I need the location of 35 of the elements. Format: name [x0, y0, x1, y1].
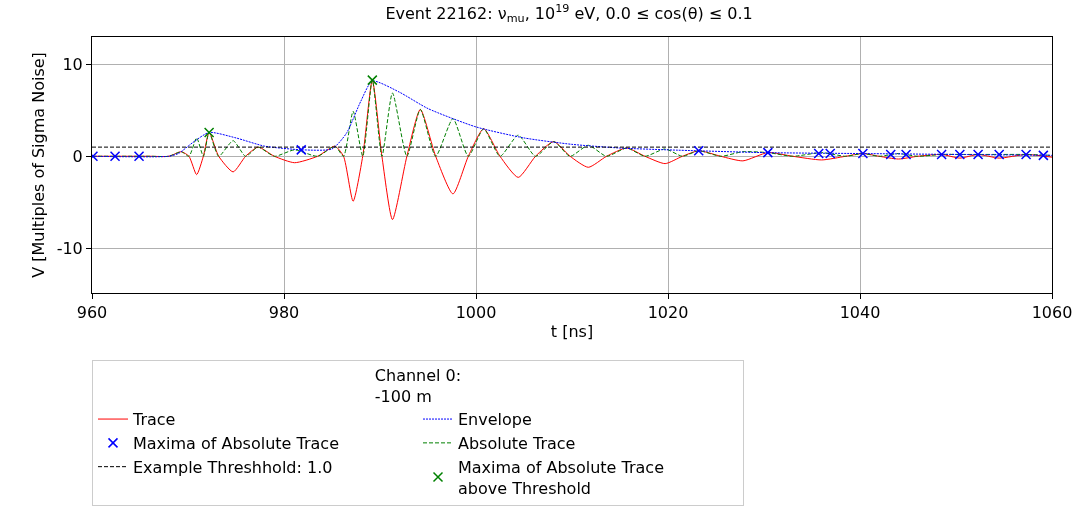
point	[133, 151, 145, 162]
x-axis-title: t [ns]	[550, 321, 594, 341]
legend-title: Channel 0: -100 m	[374, 366, 462, 407]
point	[993, 149, 1005, 160]
point	[203, 127, 215, 138]
y-axis-title: V [Multiples of Sigma Noise]	[28, 52, 48, 278]
point	[972, 149, 984, 160]
point	[936, 149, 947, 160]
point	[1038, 150, 1049, 161]
point	[885, 149, 896, 160]
y-tick-label: -10	[56, 238, 83, 258]
point	[693, 145, 704, 157]
point	[109, 151, 121, 162]
chart-title: Event 22162: ν$_{mu}$, 10$^{19}$ eV, 0.0 ≤ cos(θ) ≤ 0.1	[385, 2, 753, 26]
point	[762, 147, 774, 158]
x-tick-label: 1020	[647, 303, 689, 323]
legend-label: Envelope	[458, 410, 532, 430]
x-tick-label: 1060	[1031, 303, 1073, 323]
legend-label: Maxima of Absolute Trace above Threshold	[458, 457, 664, 498]
legend-label: Trace	[132, 410, 176, 430]
point	[1020, 149, 1032, 160]
x-tick-label: 1040	[839, 303, 881, 323]
y-tick-label: 10	[62, 55, 83, 75]
y-tick-label: 0	[72, 146, 83, 166]
x-tick-label: 1000	[455, 303, 497, 323]
point	[296, 144, 307, 156]
legend-label: Example Threshhold: 1.0	[133, 457, 333, 477]
point	[900, 149, 912, 160]
x-tick-label: 960	[76, 303, 108, 323]
legend-label: Maxima of Absolute Trace	[133, 434, 339, 454]
x-tick-label: 980	[268, 303, 300, 323]
legend-label: Absolute Trace	[458, 434, 576, 454]
point	[367, 74, 378, 86]
point	[954, 149, 966, 160]
point	[857, 148, 869, 159]
